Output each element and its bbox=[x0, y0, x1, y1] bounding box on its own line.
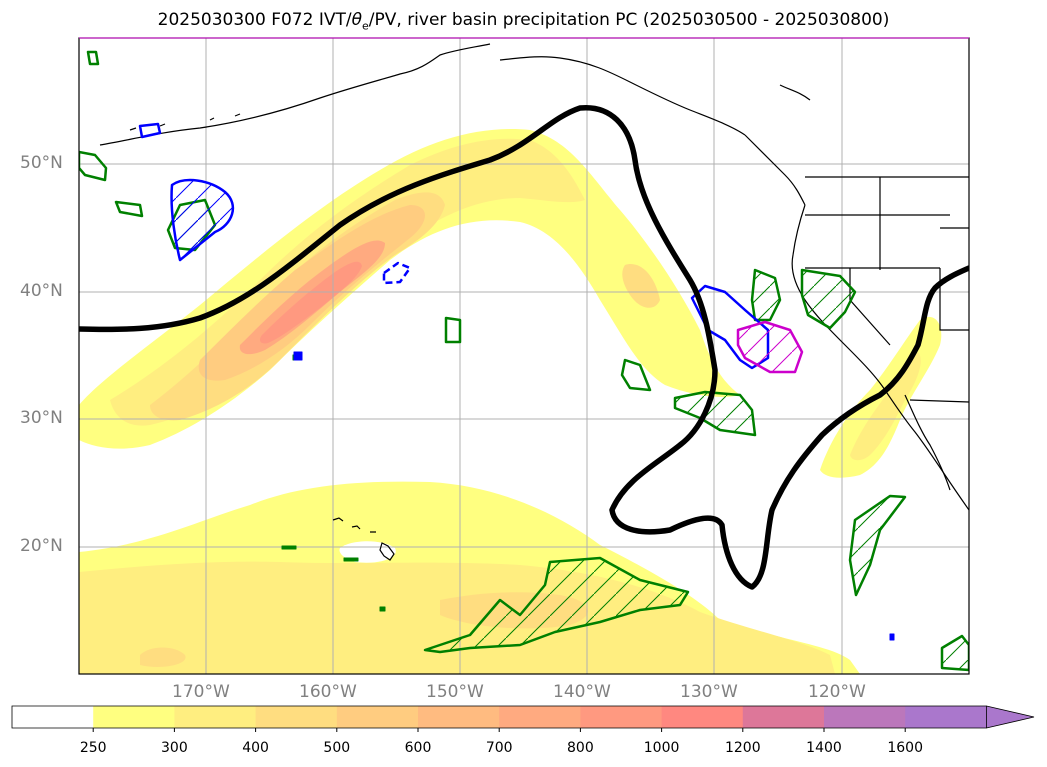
lon-label-140w: 140°W bbox=[553, 682, 611, 702]
lon-label-150w: 150°W bbox=[426, 682, 484, 702]
lat-label-40n: 40°N bbox=[20, 281, 63, 301]
ivt-patch-east bbox=[622, 264, 660, 308]
colorbar-tick-label: 600 bbox=[404, 740, 432, 756]
map-title: 2025030300 F072 IVT/θe/PV, river basin p… bbox=[0, 10, 1047, 32]
coastlines bbox=[99, 43, 969, 561]
basin-green-2 bbox=[673, 390, 757, 437]
lon-label-120w: 120°W bbox=[808, 682, 866, 702]
map-content bbox=[79, 38, 969, 674]
colorbar-segment bbox=[255, 706, 338, 728]
colorbar-tick-label: 250 bbox=[79, 740, 107, 756]
basin-green-3 bbox=[620, 358, 652, 392]
basin-blue-3 bbox=[138, 122, 162, 139]
title-suffix: /PV, river basin precipitation PC (20250… bbox=[368, 10, 890, 30]
basin-magenta-1 bbox=[736, 320, 804, 374]
colorbar-tick-label: 800 bbox=[567, 740, 594, 756]
colorbar-segment bbox=[12, 706, 94, 728]
ivt-plume-l6 bbox=[260, 261, 362, 344]
colorbar-tick-label: 1200 bbox=[724, 740, 761, 756]
basin-green-4 bbox=[750, 268, 782, 322]
title-prefix: 2025030300 F072 IVT/ bbox=[157, 10, 352, 30]
colorbar bbox=[11, 705, 1035, 732]
basin-green-10 bbox=[444, 316, 462, 344]
colorbar-segment bbox=[580, 706, 663, 728]
colorbar-segment bbox=[418, 706, 500, 728]
ivt-coast-inner bbox=[850, 352, 921, 461]
colorbar-tick-label: 1400 bbox=[806, 740, 842, 756]
basin-green-dots bbox=[281, 354, 386, 612]
basin-contours bbox=[79, 50, 969, 672]
ivt-band-south-spot bbox=[140, 647, 186, 667]
colorbar-segment bbox=[742, 706, 825, 728]
colorbar-segment bbox=[661, 706, 744, 728]
pv-contour-main bbox=[79, 105, 969, 590]
colorbar-segment bbox=[93, 706, 175, 728]
title-theta-sub: e bbox=[362, 19, 369, 33]
colorbar-segment bbox=[336, 706, 419, 728]
colorbar-segment bbox=[824, 706, 906, 728]
basin-green-12 bbox=[86, 50, 100, 66]
lat-label-50n: 50°N bbox=[20, 153, 63, 173]
colorbar-extend-arrow bbox=[986, 705, 1035, 729]
colorbar-segment bbox=[174, 706, 257, 728]
colorbar-tick-label: 300 bbox=[161, 740, 188, 756]
lon-label-160w: 160°W bbox=[299, 682, 357, 702]
title-theta: θ bbox=[351, 10, 362, 30]
colorbar-tick-label: 1000 bbox=[643, 740, 680, 756]
lat-label-30n: 30°N bbox=[20, 408, 63, 428]
colorbar-segment bbox=[905, 706, 987, 728]
basin-green-8 bbox=[79, 150, 108, 182]
colorbar-segment bbox=[499, 706, 581, 728]
basin-blue-4 bbox=[382, 261, 412, 285]
basin-green-6 bbox=[848, 494, 907, 597]
basin-green-5 bbox=[800, 268, 857, 330]
colorbar-tick-label: 400 bbox=[242, 740, 269, 756]
colorbar-tick-label: 1600 bbox=[887, 740, 924, 756]
basin-green-9 bbox=[114, 200, 144, 218]
lon-label-130w: 130°W bbox=[680, 682, 738, 702]
lat-label-20n: 20°N bbox=[20, 536, 63, 556]
pv-contours bbox=[79, 105, 969, 590]
basin-blue-5 bbox=[293, 351, 895, 641]
colorbar-tick-label: 500 bbox=[323, 740, 351, 756]
basin-green-11 bbox=[940, 634, 969, 672]
colorbar-tick-label: 700 bbox=[485, 740, 513, 756]
basin-green-1 bbox=[423, 556, 690, 654]
lon-label-170w: 170°W bbox=[172, 682, 230, 702]
basin-blue-1 bbox=[170, 178, 235, 262]
